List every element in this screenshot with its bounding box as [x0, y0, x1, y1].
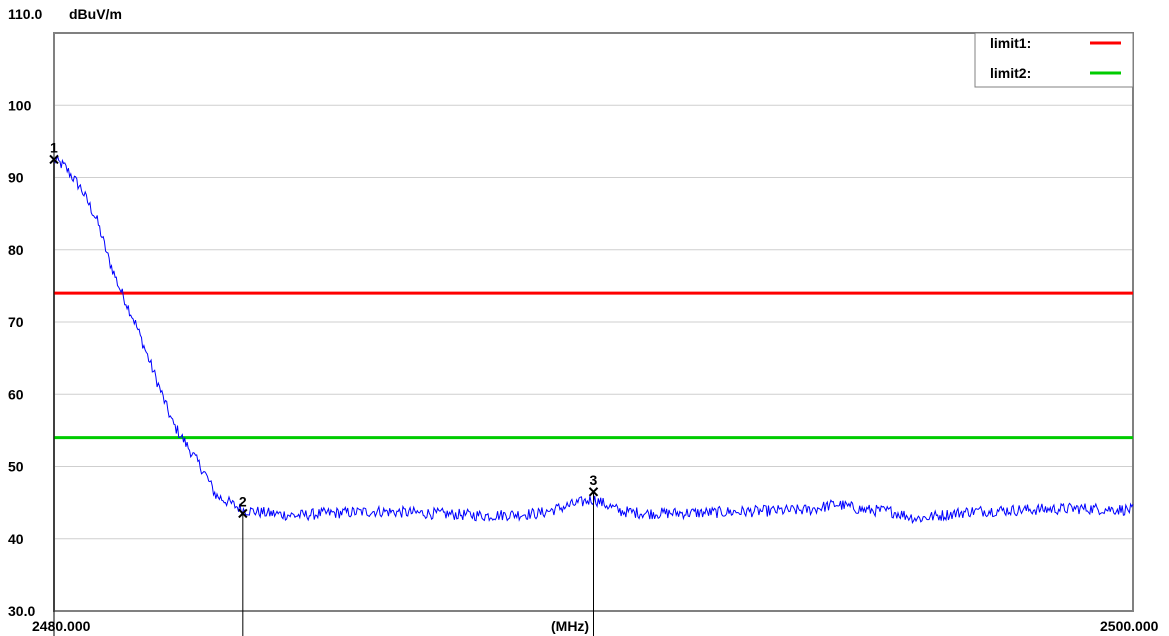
y-tick-label: 50 [8, 459, 24, 475]
legend: limit1: limit2: [974, 32, 1134, 88]
spectrum-trace [53, 154, 1134, 525]
legend-limit1-label: limit1: [990, 35, 1031, 51]
y-tick-label: 80 [8, 242, 24, 258]
marker-label: 1 [50, 139, 58, 155]
y-axis-top-label: 110.0 [8, 6, 42, 22]
x-axis-start-label: 2480.000 [32, 618, 91, 634]
marker-label: 3 [590, 472, 598, 488]
y-tick-label: 40 [8, 531, 24, 547]
legend-limit2-label: limit2: [990, 65, 1031, 81]
x-axis-unit-label: (MHz) [551, 618, 589, 634]
y-tick-label: 100 [8, 97, 32, 113]
limit-lines [54, 291, 1133, 440]
y-tick-label: 90 [8, 170, 24, 186]
x-axis-end-label: 2500.000 [1100, 618, 1159, 634]
y-tick-label: 30.0 [8, 603, 35, 619]
marker-x [588, 487, 599, 497]
marker-group: 1 2 3 [49, 139, 599, 636]
y-tick-label: 60 [8, 386, 24, 402]
trace-group [53, 154, 1134, 525]
grid-lines [54, 104, 1133, 540]
y-axis-unit-label: dBuV/m [69, 6, 122, 22]
marker-x [49, 154, 59, 165]
marker-label: 2 [239, 493, 247, 509]
y-tick-label: 70 [8, 314, 24, 330]
marker-x [238, 508, 248, 519]
y-tick-labels: 100 90 80 70 60 50 40 30.0 [8, 97, 35, 619]
